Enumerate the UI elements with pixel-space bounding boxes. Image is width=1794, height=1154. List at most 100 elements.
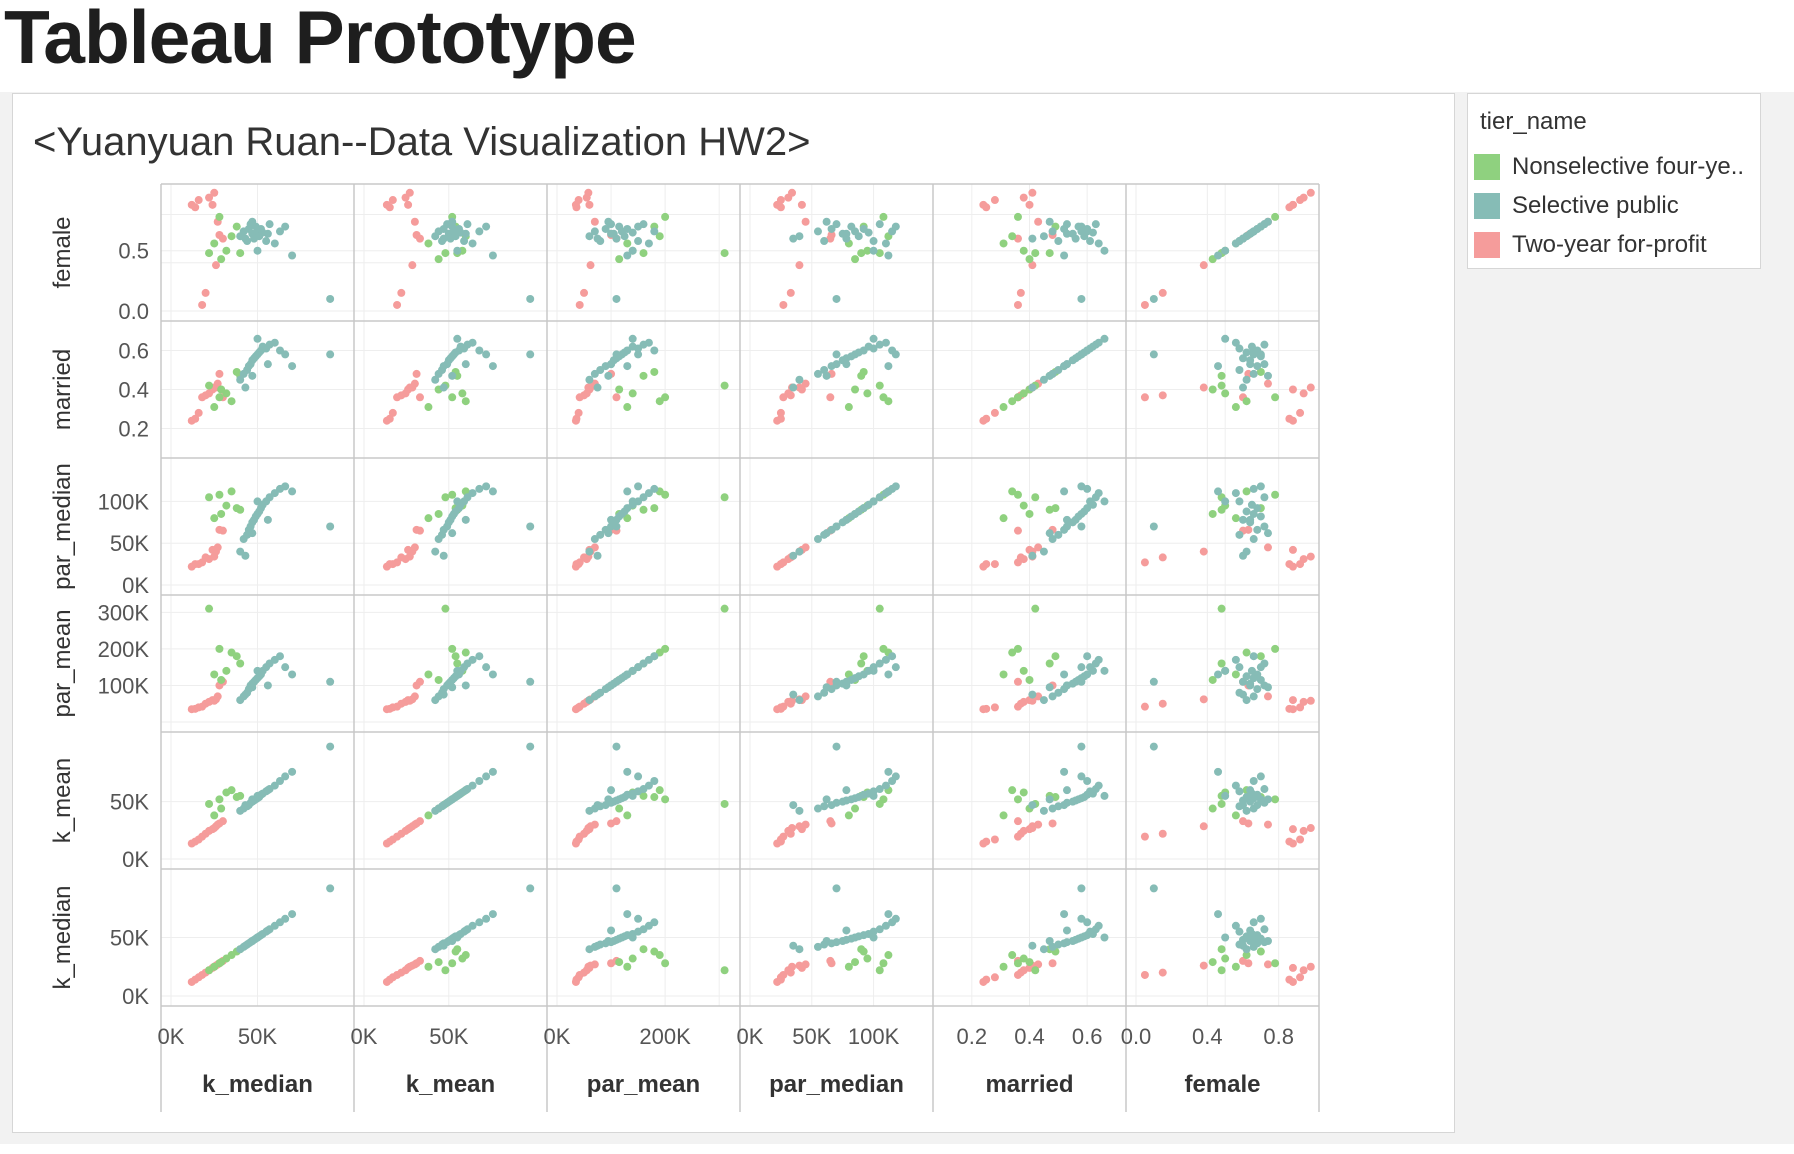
data-point[interactable] [1263, 217, 1272, 226]
data-point[interactable] [1288, 825, 1297, 834]
data-point[interactable] [612, 884, 621, 893]
data-point[interactable] [1149, 742, 1158, 751]
data-point[interactable] [826, 956, 835, 965]
data-point[interactable] [1028, 801, 1037, 810]
data-point[interactable] [628, 954, 637, 963]
data-point[interactable] [584, 188, 593, 197]
data-point[interactable] [1288, 963, 1297, 972]
data-point[interactable] [623, 251, 632, 260]
data-point[interactable] [795, 375, 804, 384]
data-point[interactable] [215, 393, 224, 402]
data-point[interactable] [590, 543, 599, 552]
data-point[interactable] [1253, 801, 1262, 810]
data-point[interactable] [1034, 820, 1043, 829]
data-point[interactable] [1249, 484, 1258, 493]
data-point[interactable] [857, 945, 866, 954]
data-point[interactable] [1025, 255, 1034, 264]
data-point[interactable] [1246, 926, 1255, 935]
data-point[interactable] [415, 677, 424, 686]
data-point[interactable] [822, 795, 831, 804]
data-point[interactable] [1271, 393, 1280, 402]
data-point[interactable] [1031, 249, 1040, 258]
data-point[interactable] [884, 487, 893, 496]
data-point[interactable] [1013, 300, 1022, 309]
data-point[interactable] [1217, 799, 1226, 808]
data-point[interactable] [788, 824, 797, 833]
data-point[interactable] [270, 781, 279, 790]
data-point[interactable] [451, 652, 460, 661]
data-point[interactable] [1306, 962, 1315, 971]
data-point[interactable] [475, 652, 484, 661]
data-point[interactable] [405, 696, 414, 705]
data-point[interactable] [1013, 795, 1022, 804]
data-point[interactable] [827, 224, 836, 233]
data-point[interactable] [639, 493, 648, 502]
data-point[interactable] [404, 200, 413, 209]
data-point[interactable] [1028, 551, 1037, 560]
data-point[interactable] [1249, 652, 1258, 661]
data-point[interactable] [1013, 959, 1022, 968]
data-point[interactable] [1214, 910, 1223, 919]
data-point[interactable] [650, 918, 659, 927]
data-point[interactable] [1306, 383, 1315, 392]
data-point[interactable] [1239, 354, 1248, 363]
data-point[interactable] [1158, 288, 1167, 297]
data-point[interactable] [604, 217, 613, 226]
data-point[interactable] [453, 497, 462, 506]
data-point[interactable] [875, 493, 884, 502]
data-point[interactable] [288, 767, 297, 776]
data-point[interactable] [236, 505, 245, 514]
data-point[interactable] [1013, 526, 1022, 535]
data-point[interactable] [1034, 543, 1043, 552]
data-point[interactable] [844, 962, 853, 971]
data-point[interactable] [1062, 926, 1071, 935]
data-point[interactable] [1253, 362, 1262, 371]
data-point[interactable] [1299, 193, 1308, 202]
data-point[interactable] [661, 212, 670, 221]
data-point[interactable] [1100, 497, 1109, 506]
data-point[interactable] [1256, 482, 1265, 491]
data-point[interactable] [1249, 346, 1258, 355]
data-point[interactable] [999, 811, 1008, 820]
data-point[interactable] [191, 203, 200, 212]
data-point[interactable] [650, 652, 659, 661]
data-point[interactable] [1263, 692, 1272, 701]
data-point[interactable] [482, 350, 491, 359]
data-point[interactable] [434, 509, 443, 518]
data-point[interactable] [1039, 806, 1048, 815]
data-point[interactable] [655, 397, 664, 406]
data-point[interactable] [1028, 261, 1037, 270]
data-point[interactable] [584, 383, 593, 392]
data-point[interactable] [628, 791, 637, 800]
data-point[interactable] [1285, 837, 1294, 846]
data-point[interactable] [263, 229, 272, 238]
data-point[interactable] [415, 393, 424, 402]
data-point[interactable] [431, 547, 440, 556]
data-point[interactable] [1221, 954, 1230, 963]
data-point[interactable] [593, 234, 602, 243]
data-point[interactable] [1239, 551, 1248, 560]
data-point[interactable] [434, 675, 443, 684]
data-point[interactable] [875, 966, 884, 975]
data-point[interactable] [488, 487, 497, 496]
data-point[interactable] [801, 820, 810, 829]
data-point[interactable] [869, 791, 878, 800]
data-point[interactable] [623, 487, 632, 496]
data-point[interactable] [875, 785, 884, 794]
data-point[interactable] [1019, 193, 1028, 202]
data-point[interactable] [820, 237, 829, 246]
data-point[interactable] [1249, 509, 1258, 518]
data-point[interactable] [776, 196, 785, 205]
data-point[interactable] [1077, 522, 1086, 531]
data-point[interactable] [881, 781, 890, 790]
data-point[interactable] [1256, 367, 1265, 376]
data-point[interactable] [1231, 655, 1240, 664]
data-point[interactable] [623, 514, 632, 523]
data-point[interactable] [999, 670, 1008, 679]
data-point[interactable] [1100, 334, 1109, 343]
data-point[interactable] [615, 958, 624, 967]
data-point[interactable] [232, 222, 241, 231]
data-point[interactable] [1217, 945, 1226, 954]
data-point[interactable] [779, 300, 788, 309]
data-point[interactable] [1039, 547, 1048, 556]
